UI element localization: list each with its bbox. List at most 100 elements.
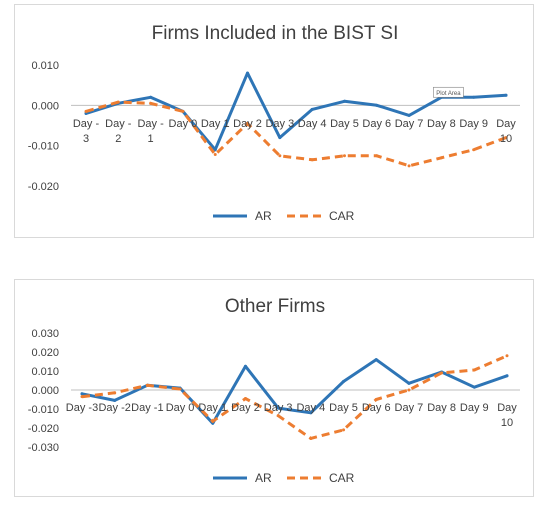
x-tick-label: Day -3	[66, 402, 98, 414]
y-tick-label: 0.010	[31, 60, 59, 72]
legend-label-car: CAR	[329, 209, 355, 223]
data-point-car	[113, 391, 117, 395]
data-point-ar	[310, 107, 314, 111]
data-point-ar	[243, 364, 247, 368]
data-point-car	[149, 101, 153, 105]
x-tick-label: Day -2	[98, 402, 130, 414]
x-tick-label: 10	[500, 133, 512, 145]
x-tick-label: Day -	[73, 118, 100, 130]
chart-bist-si: Firms Included in the BIST SI 0.010 0.000 -…	[28, 23, 520, 223]
chart-other-firms: Other Firms 0.030 0.020 0.010 0.000 -0.010 -0.…	[28, 296, 520, 485]
x-tick-label: Day 9	[460, 402, 489, 414]
data-point-ar	[374, 358, 378, 362]
chart-panel-other: Other Firms 0.030 0.020 0.010 0.000 -0.010 -0.…	[14, 279, 534, 497]
data-point-ar	[504, 93, 508, 97]
data-point-ar	[149, 95, 153, 99]
x-tick-label: Day 9	[459, 118, 488, 130]
chart-title: Other Firms	[225, 296, 325, 317]
data-point-car	[374, 398, 378, 401]
x-tick-label: Day 3	[265, 118, 294, 130]
x-tick-label: Day 6	[362, 402, 391, 414]
data-point-ar	[213, 148, 217, 152]
data-point-car	[342, 154, 346, 158]
x-tick-label: Day	[497, 402, 517, 414]
data-point-car	[246, 121, 250, 125]
data-point-ar	[113, 398, 117, 402]
data-point-ar	[309, 411, 313, 415]
y-tick-label: 0.000	[31, 385, 59, 397]
y-tick-label: -0.010	[28, 404, 59, 416]
x-tick-label: Day 2	[231, 402, 260, 414]
x-tick-label: Day 1	[198, 402, 227, 414]
data-point-car	[472, 368, 476, 372]
series-line-car	[85, 100, 507, 168]
data-point-ar	[80, 392, 84, 396]
data-point-car	[505, 354, 509, 358]
data-point-ar	[246, 71, 250, 75]
x-tick-label: Day 8	[427, 118, 456, 130]
data-point-car	[439, 156, 443, 160]
x-tick-label: Day 6	[362, 118, 391, 130]
data-point-car	[211, 419, 215, 423]
data-point-car	[80, 395, 84, 399]
data-point-car	[375, 154, 379, 158]
x-tick-label: Day 3	[264, 402, 293, 414]
y-tick-label: 0.030	[31, 328, 59, 340]
data-point-ar	[505, 374, 509, 378]
y-tick-label: -0.020	[28, 181, 59, 193]
data-point-car	[278, 154, 282, 158]
x-tick-label: 2	[115, 133, 121, 145]
x-tick-label: Day 0	[166, 402, 195, 414]
data-point-ar	[342, 99, 346, 103]
data-point-car	[116, 100, 120, 104]
data-point-ar	[407, 113, 411, 117]
x-tick-label: 10	[501, 417, 513, 429]
data-point-car	[145, 383, 149, 387]
data-point-car	[504, 136, 508, 140]
chart-title: Firms Included in the BIST SI	[152, 23, 399, 44]
x-tick-label: Day 4	[298, 118, 327, 130]
data-point-car	[407, 388, 411, 392]
x-tick-label: Day 2	[233, 118, 262, 130]
series-line-car	[81, 354, 508, 440]
data-point-car	[84, 109, 88, 113]
data-point-car	[440, 371, 444, 375]
data-point-car	[213, 153, 217, 157]
x-tick-label: Day 5	[330, 118, 359, 130]
x-tick-label: 1	[148, 133, 154, 145]
data-point-car	[309, 436, 313, 440]
legend-label-ar: AR	[255, 471, 272, 485]
x-tick-label: Day -1	[131, 402, 163, 414]
x-tick-label: 3	[83, 133, 89, 145]
x-tick-label: Day -	[105, 118, 132, 130]
y-tick-label: -0.010	[28, 141, 59, 153]
data-point-car	[243, 397, 247, 401]
y-tick-label: -0.030	[28, 442, 59, 454]
legend-label-ar: AR	[255, 209, 272, 223]
x-tick-label: Day 1	[201, 118, 230, 130]
data-point-ar	[278, 136, 282, 140]
data-point-car	[181, 109, 185, 113]
data-point-car	[342, 428, 346, 432]
data-point-car	[407, 164, 411, 168]
x-tick-label: Day 7	[395, 118, 424, 130]
data-point-ar	[375, 103, 379, 107]
plot-area-tooltip: Plot Area	[436, 91, 461, 97]
x-tick-label: Day -	[137, 118, 164, 130]
series-line-ar	[84, 71, 508, 152]
x-tick-label: Day 4	[296, 402, 325, 414]
legend-label-car: CAR	[329, 471, 355, 485]
chart-panel-bist: Firms Included in the BIST SI 0.010 0.000 -…	[14, 4, 534, 238]
y-tick-label: -0.020	[28, 423, 59, 435]
data-point-car	[310, 158, 314, 162]
x-tick-label: Day 5	[329, 402, 358, 414]
data-point-car	[178, 387, 182, 391]
x-tick-label: Day 8	[427, 402, 456, 414]
data-point-ar	[472, 385, 476, 389]
y-tick-label: 0.010	[31, 366, 59, 378]
x-tick-label: Day	[496, 118, 516, 130]
data-point-ar	[276, 406, 280, 410]
data-point-ar	[342, 379, 346, 383]
data-point-car	[472, 148, 476, 152]
y-tick-label: 0.020	[31, 347, 59, 359]
